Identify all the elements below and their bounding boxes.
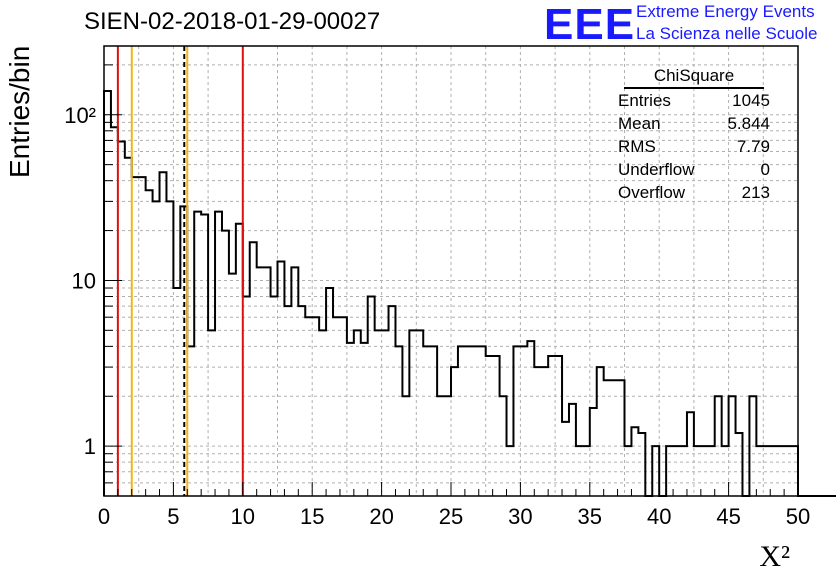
stats-label: Underflow [618,160,695,179]
stats-value: 213 [741,183,770,202]
stats-value: 5.844 [727,114,770,133]
stats-value: 7.79 [736,137,770,156]
x-tick-label: 50 [786,504,810,529]
y-tick-label: 10 [72,268,96,293]
stats-row-rms: RMS 7.79 [612,135,778,158]
histogram-series [103,90,836,497]
x-tick-label: 15 [300,504,324,529]
stats-label: Mean [618,114,661,133]
stats-row-underflow: Underflow 0 [612,158,778,181]
stats-label: Entries [618,91,671,110]
stats-value: 1045 [732,91,770,110]
y-tick-label: 1 [84,434,96,459]
x-tick-label: 25 [439,504,463,529]
stats-row-entries: Entries 1045 [612,89,778,112]
stats-row-mean: Mean 5.844 [612,112,778,135]
y-axis-label: Entries/bin [4,45,35,178]
page-title: SIEN-02-2018-01-29-00027 [84,8,381,35]
x-tick-label: 30 [508,504,532,529]
stats-label: RMS [618,137,656,156]
stats-value: 0 [760,160,770,179]
logo-subtitle-2: La Scienza nelle Scuole [636,24,818,43]
x-tick-label: 45 [716,504,740,529]
x-axis-label: X² [759,540,790,572]
eee-logo: EEE [544,0,636,49]
stats-row-overflow: Overflow 213 [612,181,778,204]
stats-label: Overflow [618,183,686,202]
x-tick-label: 40 [647,504,671,529]
logo-subtitle-1: Extreme Energy Events [636,2,815,21]
stats-title: ChiSquare [624,66,764,89]
y-tick-label: 10² [64,103,96,128]
x-tick-label: 5 [167,504,179,529]
x-tick-label: 10 [231,504,255,529]
x-tick-label: 20 [369,504,393,529]
stats-box: ChiSquare Entries 1045 Mean 5.844 RMS 7.… [612,66,778,204]
x-tick-label: 35 [578,504,602,529]
x-tick-label: 0 [98,504,110,529]
